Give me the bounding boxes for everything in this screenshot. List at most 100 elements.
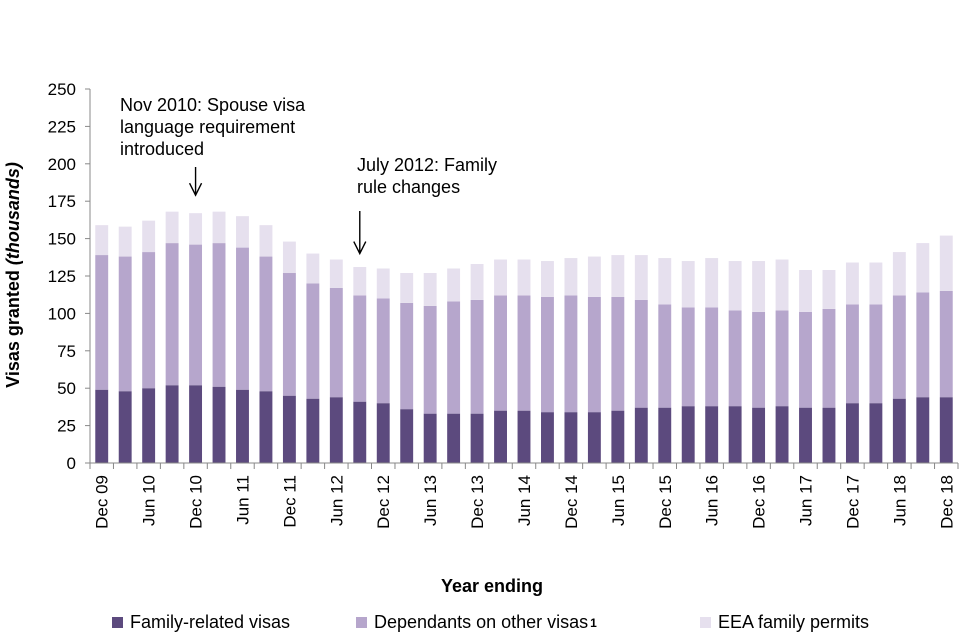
x-tick-label-jun-18: Jun 18 [890,475,909,526]
bar-eea-family-permits-jun-13 [423,273,437,306]
bar-dependants-on-other-visas-sep-16 [728,310,742,407]
bar-eea-family-permits-dec-17 [845,262,859,305]
bar-family-related-visas-jun-11 [236,389,249,463]
bar-dependants-on-other-visas-dec-11 [282,273,296,396]
bar-family-related-visas-sep-17 [822,407,836,463]
legend-item-family-related: Family-related visas [112,612,290,633]
x-tick-label-dec-18: Dec 18 [937,475,956,529]
bar-family-related-visas-sep-12 [353,401,367,463]
legend-footnote-marker: 1 [590,615,597,630]
bar-family-related-visas-sep-11 [259,391,273,463]
bar-dependants-on-other-visas-jun-17 [799,311,812,408]
legend-label-family-related: Family-related visas [130,612,291,632]
bar-family-related-visas-jun-12 [329,397,343,463]
y-tick-label: 125 [48,267,76,286]
y-tick-label: 150 [48,230,76,249]
x-tick-label-dec-10: Dec 10 [187,475,206,529]
bar-eea-family-permits-dec-14 [564,258,578,296]
bar-dependants-on-other-visas-mar-13 [400,302,414,410]
bar-dependants-on-other-visas-mar-16 [681,307,695,407]
y-tick-label: 75 [57,342,76,361]
legend-label-eea: EEA family permits [718,612,870,632]
x-tick-label-jun-12: Jun 12 [327,475,346,526]
bar-eea-family-permits-jun-18 [892,252,906,296]
bar-family-related-visas-mar-17 [775,406,789,463]
x-tick-label-jun-14: Jun 14 [515,475,534,526]
bar-family-related-visas-jun-15 [611,410,625,463]
bar-dependants-on-other-visas-jun-18 [892,295,906,399]
bar-eea-family-permits-mar-11 [212,211,226,244]
bar-dependants-on-other-visas-dec-16 [752,311,766,408]
x-tick-label-jun-10: Jun 10 [140,475,159,526]
y-tick-label: 100 [48,304,76,323]
bar-dependants-on-other-visas-dec-14 [564,295,578,413]
legend-label-dependants: Dependants on other visas [374,612,589,632]
bar-family-related-visas-jun-14 [517,410,531,463]
y-tick-label: 25 [57,417,76,436]
bar-dependants-on-other-visas-sep-11 [259,256,273,392]
bar-dependants-on-other-visas-sep-14 [541,296,554,413]
y-tick-label: 50 [57,379,76,398]
y-tick-label: 0 [67,454,76,473]
bar-eea-family-permits-sep-13 [447,268,461,302]
bar-eea-family-permits-mar-15 [587,256,601,297]
bar-family-related-visas-sep-10 [165,385,179,463]
legend-item-dependants: Dependants on other visas 1 [356,612,597,633]
bar-family-related-visas-dec-14 [564,412,578,463]
bar-eea-family-permits-jun-16 [705,258,719,308]
x-tick-label-dec-17: Dec 17 [843,475,862,529]
bar-eea-family-permits-dec-15 [658,258,672,305]
bar-eea-family-permits-sep-15 [634,255,648,300]
bar-eea-family-permits-jun-11 [236,216,249,248]
bar-eea-family-permits-sep-18 [916,243,930,293]
bar-eea-family-permits-dec-13 [470,264,484,300]
bar-dependants-on-other-visas-dec-10 [189,244,203,386]
bar-dependants-on-other-visas-dec-09 [95,255,109,390]
bar-dependants-on-other-visas-sep-17 [822,308,836,408]
bar-eea-family-permits-dec-18 [939,235,953,291]
bar-family-related-visas-jun-17 [799,407,812,463]
bar-dependants-on-other-visas-mar-17 [775,310,789,407]
annotation-arrowhead-spouse [188,182,203,197]
bar-dependants-on-other-visas-mar-15 [587,296,601,413]
bar-family-related-visas-mar-14 [494,410,507,463]
bar-family-related-visas-jun-13 [423,413,437,463]
bar-dependants-on-other-visas-dec-12 [376,298,390,404]
bar-dependants-on-other-visas-sep-10 [165,243,179,386]
bar-family-related-visas-jun-10 [142,388,156,463]
bar-eea-family-permits-mar-12 [306,253,320,284]
bar-dependants-on-other-visas-mar-18 [869,304,883,404]
bar-dependants-on-other-visas-mar-10 [118,256,132,392]
bar-family-related-visas-mar-12 [306,398,320,463]
bar-eea-family-permits-sep-10 [165,211,179,244]
annotation-arrowhead-family [353,241,367,256]
bar-family-related-visas-dec-09 [95,389,109,463]
bar-eea-family-permits-mar-14 [494,259,507,296]
legend-swatch-eea [700,617,711,628]
bar-dependants-on-other-visas-jun-11 [236,247,249,390]
bar-family-related-visas-dec-17 [845,403,859,463]
x-axis-title: Year ending [441,576,543,596]
bar-family-related-visas-dec-16 [752,407,766,463]
x-tick-label-dec-15: Dec 15 [656,475,675,529]
bar-family-related-visas-mar-11 [212,386,226,463]
bar-family-related-visas-dec-10 [189,385,203,463]
bar-eea-family-permits-jun-17 [799,270,812,312]
x-tick-label-dec-12: Dec 12 [374,475,393,529]
bar-dependants-on-other-visas-sep-12 [353,295,367,402]
bar-dependants-on-other-visas-jun-13 [423,305,437,414]
x-tick-label-jun-17: Jun 17 [797,475,816,526]
bar-eea-family-permits-jun-15 [611,255,625,297]
bar-eea-family-permits-sep-17 [822,270,836,309]
bar-eea-family-permits-jun-14 [517,259,531,296]
y-tick-label: 250 [48,80,76,99]
bar-family-related-visas-dec-12 [376,403,390,463]
bar-dependants-on-other-visas-mar-14 [494,295,507,411]
bar-dependants-on-other-visas-sep-13 [447,301,461,414]
x-tick-label-jun-16: Jun 16 [703,475,722,526]
chart: 0 25 50 75 100 125 150 175 200 225 250 Dec 09 Jun 1… [3,80,959,596]
bar-family-related-visas-mar-16 [681,406,695,463]
x-tick-label-jun-11: Jun 11 [233,475,252,525]
bar-family-related-visas-mar-10 [118,391,132,463]
y-tick-label: 200 [48,155,76,174]
